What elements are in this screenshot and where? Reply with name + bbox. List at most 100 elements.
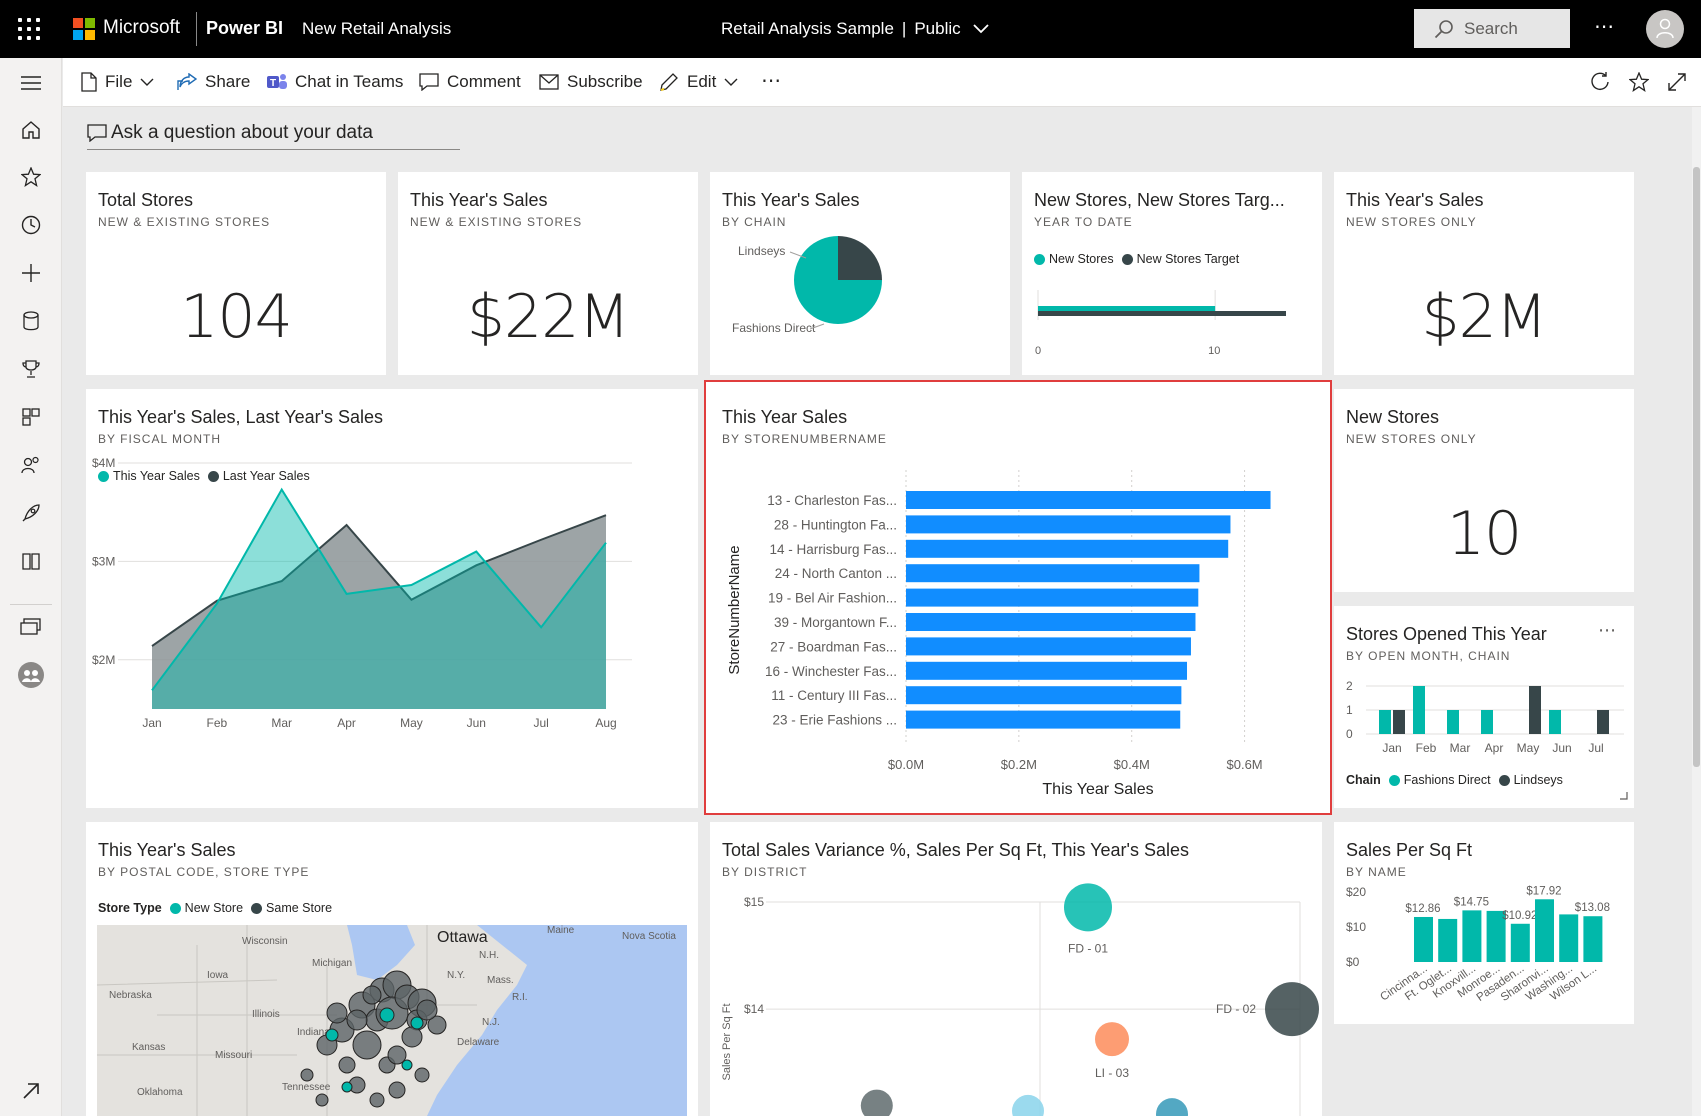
map[interactable]: Ottawa Maine Nova Scotia Wisconsin Michigan N… <box>97 925 687 1116</box>
workspace-name: Retail Analysis Sample <box>721 19 894 38</box>
point-label: FD - 01 <box>1068 941 1108 955</box>
map-label: Tennessee <box>282 1082 331 1093</box>
apps-icon[interactable] <box>18 404 44 430</box>
tile-subtitle: BY FISCAL MONTH <box>98 432 222 446</box>
current-workspace-icon[interactable] <box>18 662 44 688</box>
x-tick-label: Jul <box>1588 741 1603 755</box>
legend-dot <box>98 470 109 482</box>
tile-sales-all[interactable]: This Year's Sales NEW & EXISTING STORES … <box>398 172 698 375</box>
tile-title: Total Sales Variance %, Sales Per Sq Ft,… <box>722 840 1190 860</box>
legend-new-store: New Store <box>184 901 244 915</box>
bar <box>1510 923 1530 962</box>
map-marker-new <box>341 1081 353 1093</box>
point-label: FD - 02 <box>1216 1002 1256 1016</box>
bar <box>1414 916 1433 962</box>
search-icon <box>1434 20 1453 39</box>
workspace-title[interactable]: Retail Analysis Sample | Public <box>721 19 990 39</box>
scrollbar[interactable] <box>1692 107 1701 1116</box>
map-marker-new <box>401 1059 413 1071</box>
chevron-down-icon <box>724 78 738 86</box>
chart-legend: Chain Fashions Direct Lindseys <box>1346 773 1563 787</box>
map-label: Illinois <box>252 1009 280 1020</box>
datasets-cylinder-icon[interactable] <box>18 308 44 334</box>
chat-in-teams-button[interactable]: T Chat in Teams <box>267 72 403 92</box>
tile-variance[interactable]: Total Sales Variance %, Sales Per Sq Ft,… <box>710 822 1322 1116</box>
x-tick-label: 10 <box>1208 345 1220 357</box>
pie-slice <box>838 236 882 280</box>
scrollbar-thumb[interactable] <box>1693 167 1700 767</box>
create-plus-icon[interactable] <box>18 260 44 286</box>
fullscreen-icon[interactable] <box>1667 72 1687 97</box>
workspace-monitor-icon[interactable] <box>18 614 44 640</box>
favorite-star-icon[interactable] <box>1628 71 1650 97</box>
tile-new-stores-target[interactable]: New Stores, New Stores Targ... YEAR TO D… <box>1022 172 1322 375</box>
map-marker <box>427 1015 447 1035</box>
comment-button[interactable]: Comment <box>419 72 521 92</box>
tile-sales-new[interactable]: This Year's Sales NEW STORES ONLY $2M <box>1334 172 1634 375</box>
map-marker <box>352 1030 382 1060</box>
avatar[interactable] <box>1646 10 1684 48</box>
tile-sales-sqft[interactable]: Sales Per Sq Ft BY NAME $20 $10 $0 $12.86 Ci… <box>1334 822 1634 1024</box>
share-label: Share <box>205 72 251 91</box>
legend-dot <box>251 902 263 914</box>
legend-title: Chain <box>1346 773 1381 787</box>
home-icon[interactable] <box>18 117 44 143</box>
goals-trophy-icon[interactable] <box>18 356 44 382</box>
toolbar-more-icon[interactable]: ⋯ <box>761 70 781 92</box>
recent-clock-icon[interactable] <box>18 212 44 238</box>
y-tick-label: 23 - Erie Fashions ... <box>772 713 897 728</box>
tile-title: Sales Per Sq Ft <box>1346 840 1473 860</box>
map-marker-new <box>410 1016 424 1030</box>
search-input[interactable]: Search <box>1414 9 1570 48</box>
map-label: Nebraska <box>109 990 152 1001</box>
learn-rocket-icon[interactable] <box>18 500 44 526</box>
map-label: Mass. <box>487 975 514 986</box>
product-name[interactable]: Power BI <box>206 18 284 38</box>
map-label: Iowa <box>207 970 229 981</box>
edit-button[interactable]: Edit <box>659 72 738 92</box>
brand-name: Microsoft <box>103 17 181 38</box>
open-in-new-arrow-icon[interactable] <box>18 1078 44 1104</box>
tile-sales-by-store[interactable]: This Year Sales BY STORENUMBERNAME $0.0M… <box>706 382 1330 813</box>
map-label: Oklahoma <box>137 1087 183 1098</box>
y-tick-label: $14 <box>744 1002 764 1016</box>
qa-placeholder: Ask a question about your data <box>111 122 373 143</box>
bar <box>906 637 1191 656</box>
bar-fashions-direct <box>1549 710 1561 734</box>
tile-sales-chain[interactable]: This Year's Sales BY CHAIN Lindseys Fashi… <box>710 172 1010 375</box>
y-tick-label: $4M <box>92 456 115 470</box>
file-menu[interactable]: File <box>81 72 154 92</box>
tile-new-stores[interactable]: New Stores NEW STORES ONLY 10 <box>1334 389 1634 592</box>
hamburger-icon[interactable] <box>18 70 44 96</box>
refresh-icon[interactable] <box>1590 72 1610 97</box>
shared-with-me-icon[interactable] <box>18 452 44 478</box>
bar <box>906 710 1181 729</box>
kpi-value: $22M <box>466 282 630 352</box>
workspaces-book-icon[interactable] <box>18 548 44 574</box>
more-options-icon[interactable]: ⋯ <box>1594 16 1615 38</box>
tile-subtitle: BY NAME <box>1346 865 1407 879</box>
legend-dot <box>169 902 181 914</box>
chevron-down-icon <box>973 24 990 34</box>
bar-fashions-direct <box>1481 710 1493 734</box>
tile-stores-opened[interactable]: Stores Opened This Year BY OPEN MONTH, C… <box>1334 606 1634 808</box>
column-chart: 2 1 0 Jan Feb Mar Apr May Jun Jul <box>1346 679 1624 755</box>
this-year-line <box>151 487 607 691</box>
tile-sales-vs-last[interactable]: This Year's Sales, Last Year's Sales BY … <box>86 389 698 808</box>
subscribe-button[interactable]: Subscribe <box>539 72 643 92</box>
y-axis-title: Sales Per Sq Ft <box>721 1003 733 1080</box>
favorites-star-icon[interactable] <box>18 164 44 190</box>
bar-fashions-direct <box>1447 710 1459 734</box>
resize-handle-icon[interactable] <box>1620 792 1628 800</box>
kpi-value: 104 <box>180 282 293 352</box>
qa-input[interactable]: Ask a question about your data <box>87 118 460 150</box>
tile-more-icon[interactable]: ⋯ <box>1598 620 1616 640</box>
bar <box>1559 914 1579 962</box>
file-label: File <box>105 72 133 91</box>
bar <box>1535 899 1554 962</box>
title-separator: | <box>901 19 907 38</box>
data-label: $17.92 <box>1526 885 1561 897</box>
share-button[interactable]: Share <box>177 72 250 92</box>
tile-total-stores[interactable]: Total Stores NEW & EXISTING STORES 104 <box>86 172 386 375</box>
app-launcher-icon[interactable] <box>18 18 40 40</box>
